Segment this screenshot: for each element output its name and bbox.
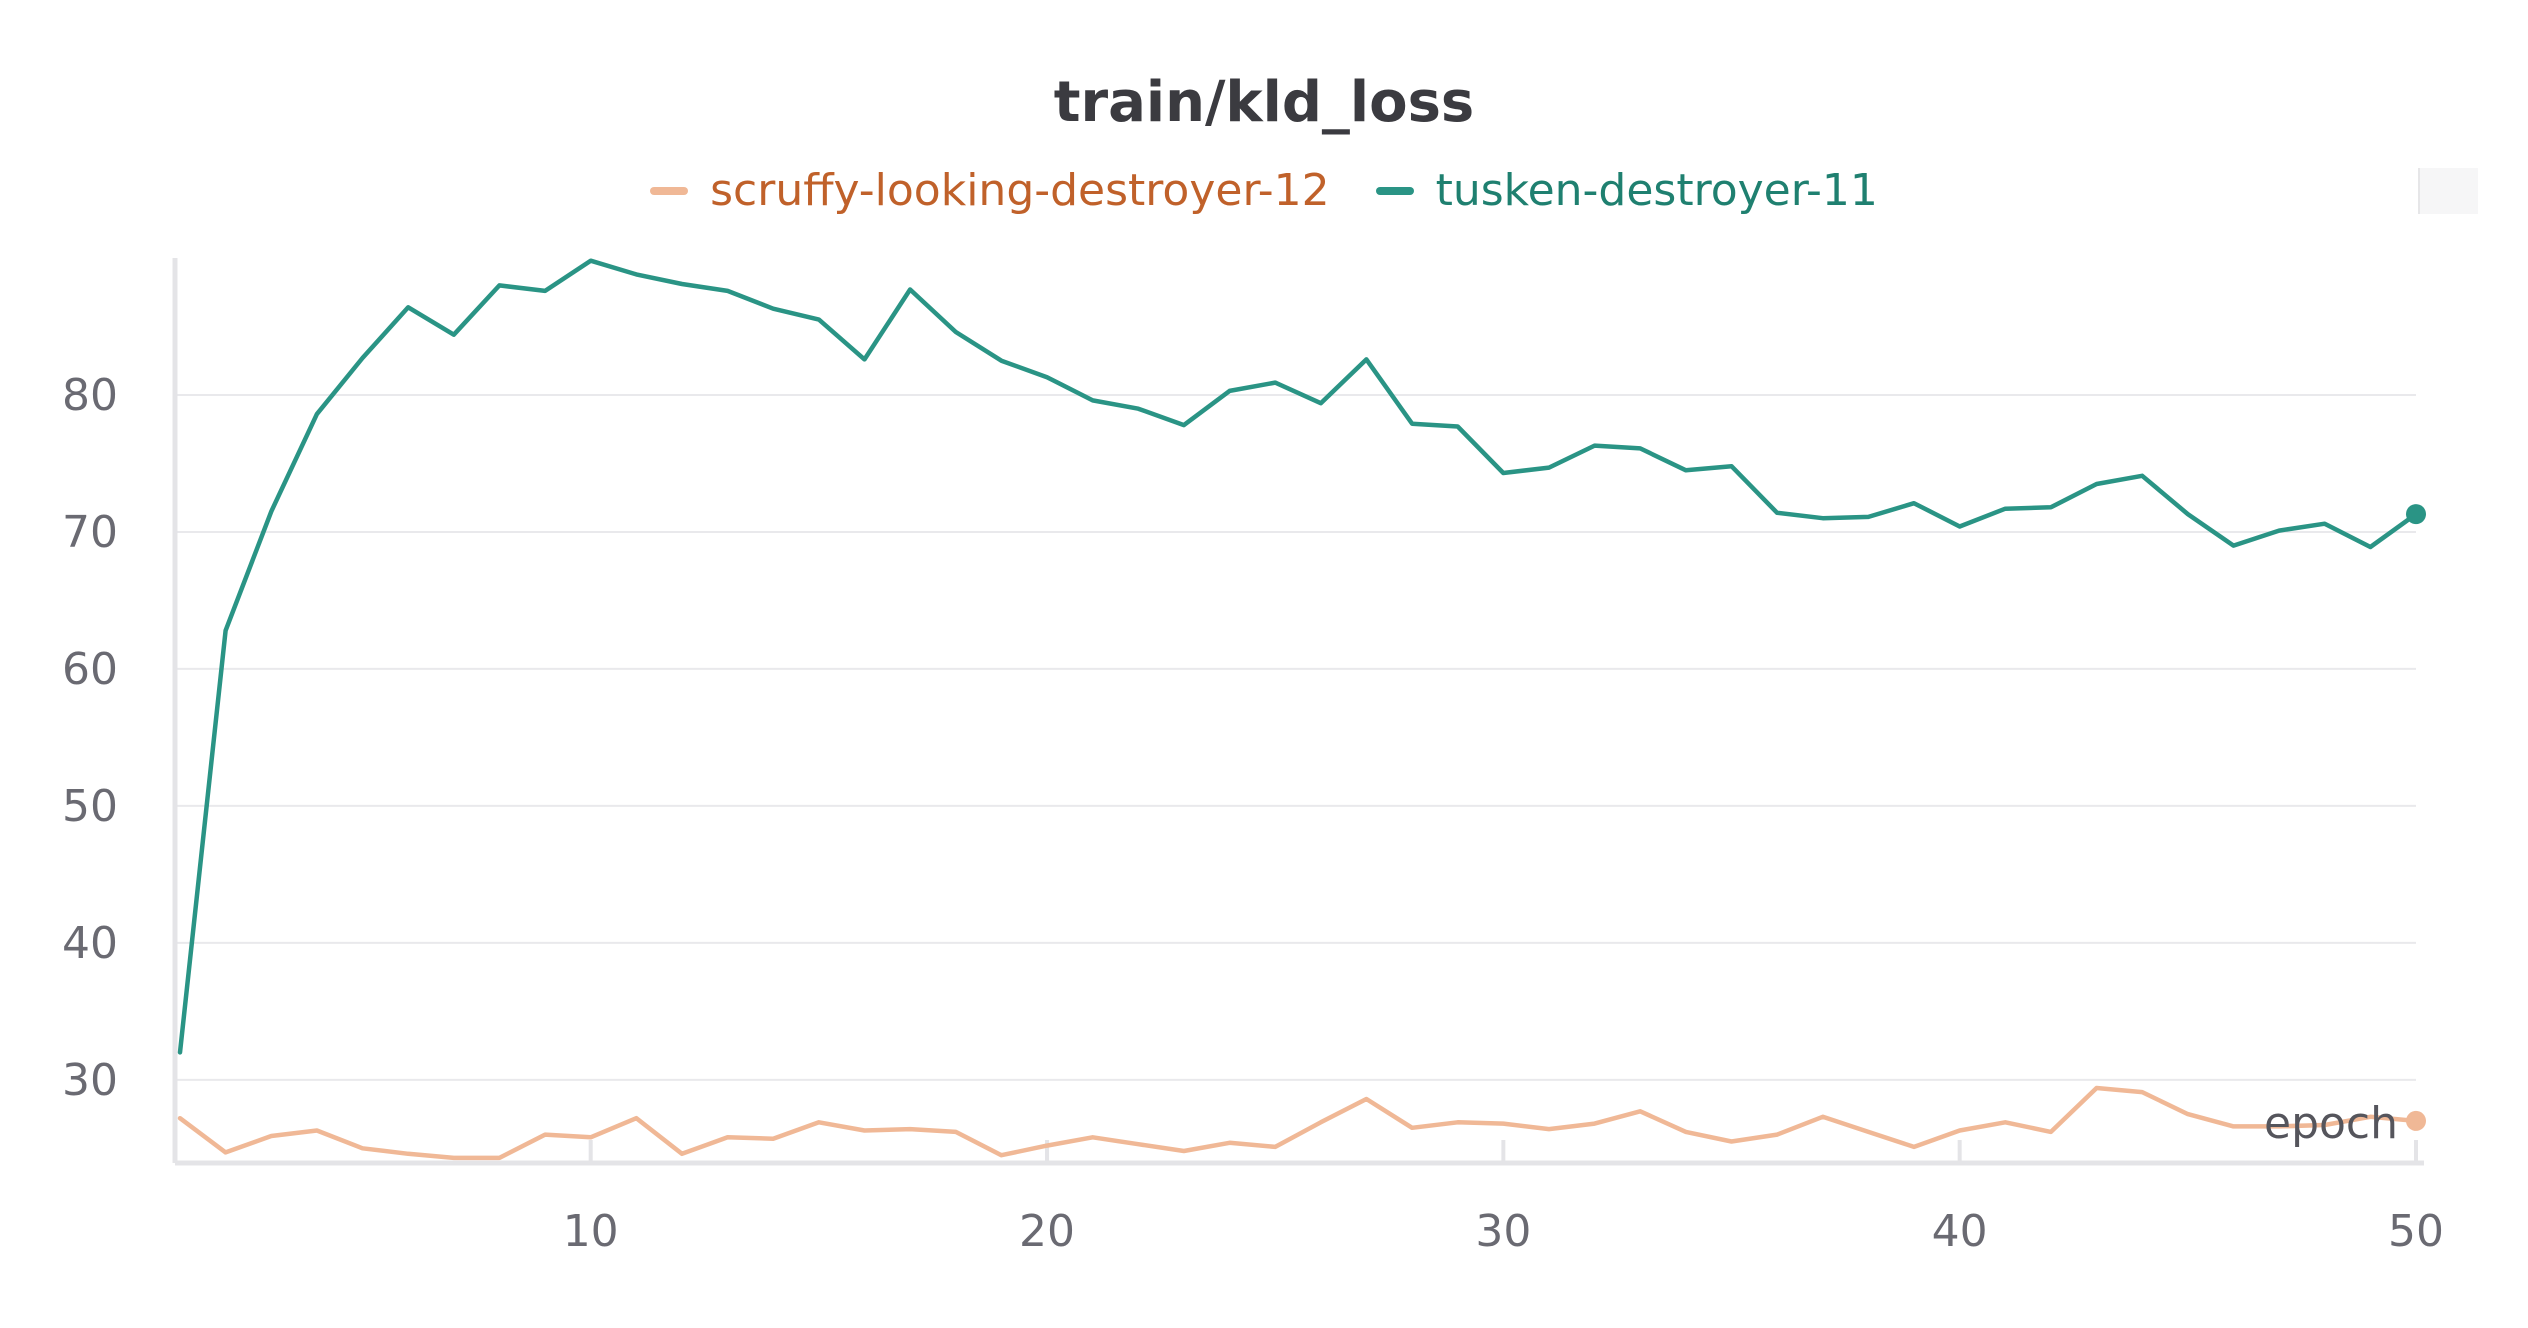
series-endpoint-tusken-destroyer-11[interactable] bbox=[2406, 504, 2426, 525]
series-line-scruffy-looking-destroyer-12[interactable] bbox=[177, 1085, 2419, 1161]
y-tick-label-30: 30 bbox=[62, 1055, 118, 1106]
series-line-tusken-destroyer-11[interactable] bbox=[177, 258, 2419, 1055]
x-tick-label-10: 10 bbox=[563, 1206, 619, 1257]
grid-lines bbox=[175, 393, 2416, 1081]
x-tick-label-50: 50 bbox=[2388, 1206, 2444, 1257]
y-tick-label-70: 70 bbox=[62, 507, 118, 558]
panel-menu-handle[interactable] bbox=[2418, 168, 2478, 214]
series-lines bbox=[177, 258, 2426, 1161]
y-tick-label-50: 50 bbox=[62, 781, 118, 832]
y-tick-label-80: 80 bbox=[62, 370, 118, 421]
y-tick-labels: 30 40 50 60 70 80 bbox=[62, 370, 118, 1106]
y-tick-label-60: 60 bbox=[62, 644, 118, 695]
y-tick-label-40: 40 bbox=[62, 918, 118, 969]
legend-label-tusken: tusken-destroyer-11 bbox=[1435, 165, 1878, 216]
legend-label-scruffy: scruffy-looking-destroyer-12 bbox=[710, 165, 1330, 216]
x-tick-label-20: 20 bbox=[1019, 1206, 1075, 1257]
legend-swatch-scruffy bbox=[650, 186, 689, 195]
legend-swatch-tusken bbox=[1375, 186, 1414, 195]
legend: scruffy-looking-destroyer-12 tusken-dest… bbox=[0, 165, 2528, 216]
x-tick-label-30: 30 bbox=[1475, 1206, 1531, 1257]
legend-item-scruffy-looking-destroyer-12[interactable]: scruffy-looking-destroyer-12 bbox=[650, 165, 1330, 216]
x-tick-label-40: 40 bbox=[1932, 1206, 1988, 1257]
series-endpoint-scruffy-looking-destroyer-12[interactable] bbox=[2406, 1110, 2426, 1131]
legend-item-tusken-destroyer-11[interactable]: tusken-destroyer-11 bbox=[1375, 165, 1878, 216]
x-tick-labels: 10 20 30 40 50 bbox=[563, 1206, 2444, 1257]
axes bbox=[172, 258, 2424, 1166]
chart-title: train/kld_loss bbox=[1053, 70, 1475, 135]
x-axis-label: epoch bbox=[2264, 1098, 2398, 1149]
